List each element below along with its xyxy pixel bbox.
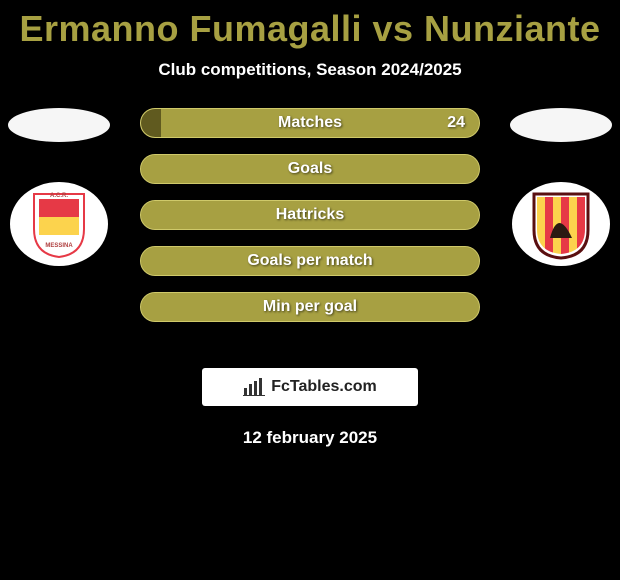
stat-bar-label: Goals [288, 160, 332, 178]
title-text: Ermanno Fumagalli vs Nunziante [19, 8, 600, 49]
comparison-title: Ermanno Fumagalli vs Nunziante [0, 0, 620, 50]
player-right [510, 102, 612, 266]
stat-bar: Goals per match [140, 246, 480, 276]
stat-bar: Matches 24 [140, 108, 480, 138]
shield-icon [528, 188, 594, 260]
stat-bar: Min per goal [140, 292, 480, 322]
comparison-subtitle: Club competitions, Season 2024/2025 [0, 60, 620, 80]
svg-text:MESSINA: MESSINA [45, 243, 73, 249]
stat-bar: Hattricks [140, 200, 480, 230]
stat-bar-fill-left [141, 155, 310, 183]
svg-text:A.C.R.: A.C.R. [50, 193, 68, 199]
club-badge-right [512, 182, 610, 266]
bar-chart-icon [243, 378, 265, 396]
player-left: A.C.R. MESSINA [8, 102, 110, 266]
stat-bar-value-right: 24 [447, 114, 465, 132]
player-left-photo-placeholder [8, 108, 110, 142]
stat-bar-fill-left [141, 109, 161, 137]
branding-badge: FcTables.com [202, 368, 418, 406]
stat-bar-label: Min per goal [263, 298, 357, 316]
stat-bar-label: Goals per match [247, 252, 372, 270]
shield-icon: A.C.R. MESSINA [29, 189, 89, 259]
stat-bar: Goals [140, 154, 480, 184]
player-right-photo-placeholder [510, 108, 612, 142]
comparison-container: A.C.R. MESSINA Matches 24 Goals Hattricks Go… [0, 102, 620, 362]
stat-bars: Matches 24 Goals Hattricks Goals per match Mi… [140, 108, 480, 338]
comparison-date: 12 february 2025 [0, 428, 620, 448]
club-badge-left: A.C.R. MESSINA [10, 182, 108, 266]
stat-bar-label: Matches [278, 114, 342, 132]
stat-bar-label: Hattricks [276, 206, 344, 224]
stat-bar-fill-right [310, 155, 479, 183]
branding-text: FcTables.com [271, 378, 377, 396]
